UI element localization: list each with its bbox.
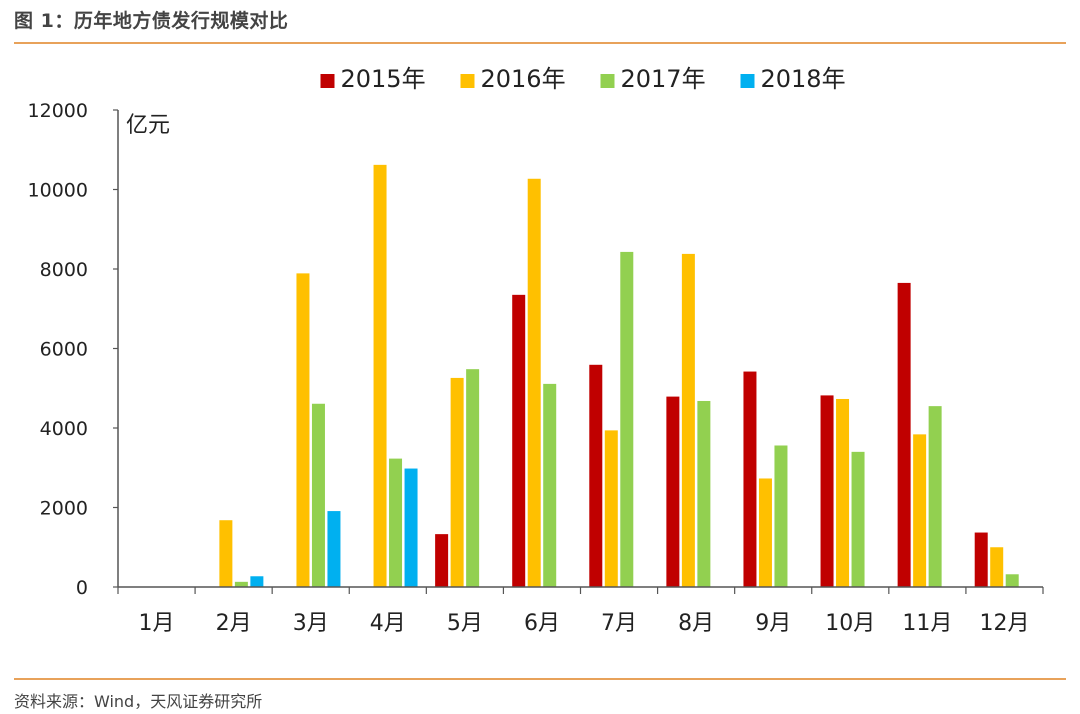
x-tick-label: 8月 <box>678 611 714 636</box>
y-tick-label: 6000 <box>40 339 88 361</box>
chart-bars <box>219 164 1019 588</box>
x-tick-label: 5月 <box>447 611 483 636</box>
title-divider <box>14 42 1066 44</box>
bar <box>604 430 618 587</box>
y-tick-label: 12000 <box>28 100 88 122</box>
x-tick-label: 2月 <box>216 611 252 636</box>
bar <box>681 253 695 587</box>
bar <box>219 520 233 587</box>
bar <box>820 395 834 587</box>
bar <box>311 403 325 587</box>
bar <box>836 398 850 587</box>
bar <box>373 164 387 588</box>
source-note: 资料来源：Wind，天风证券研究所 <box>14 692 263 711</box>
bar <box>897 282 911 587</box>
y-tick-label: 10000 <box>28 180 88 202</box>
legend-swatch <box>460 74 475 88</box>
chart-axes: 0 2000 4000 6000 8000 10000 12000 亿元 1月 2月 3月 4月 5月 6… <box>28 100 1044 636</box>
bar <box>327 511 341 587</box>
bar <box>250 576 264 587</box>
chart-legend: 2015年 2016年 2017年 2018年 <box>320 65 846 93</box>
y-axis-unit-label: 亿元 <box>126 113 170 138</box>
bar <box>990 547 1004 587</box>
legend-swatch <box>600 74 615 88</box>
bar <box>512 294 526 587</box>
legend-swatch <box>320 74 335 88</box>
legend-label: 2016年 <box>481 65 566 93</box>
bar <box>928 406 942 587</box>
x-tick-label: 11月 <box>902 611 952 636</box>
bar <box>435 534 449 587</box>
bar <box>974 532 988 587</box>
legend-label: 2018年 <box>761 65 846 93</box>
bar <box>466 369 480 587</box>
bar <box>620 251 634 587</box>
bar <box>450 377 464 587</box>
bar <box>666 396 680 587</box>
x-tick-label: 3月 <box>293 611 329 636</box>
x-tick-label: 1月 <box>139 611 175 636</box>
bar <box>913 434 927 587</box>
x-tick-label: 7月 <box>601 611 637 636</box>
x-tick-label: 10月 <box>825 611 875 636</box>
y-tick-label: 2000 <box>40 498 88 520</box>
footer-divider <box>14 678 1066 680</box>
figure-title: 图 1：历年地方债发行规模对比 <box>14 10 289 32</box>
legend-swatch <box>740 74 755 88</box>
bar <box>389 458 403 587</box>
bar <box>543 383 557 587</box>
bar <box>1005 574 1019 587</box>
legend-label: 2015年 <box>341 65 426 93</box>
bar <box>774 445 788 587</box>
y-tick-label: 4000 <box>40 418 88 440</box>
y-tick-label: 8000 <box>40 259 88 281</box>
bar <box>234 581 248 587</box>
bar <box>527 178 541 587</box>
legend-label: 2017年 <box>621 65 706 93</box>
bar <box>296 273 310 587</box>
bar <box>589 364 603 587</box>
x-tick-label: 4月 <box>370 611 406 636</box>
x-tick-label: 12月 <box>979 611 1029 636</box>
bar <box>743 371 757 587</box>
y-tick-label: 0 <box>76 577 88 599</box>
bar <box>851 451 865 587</box>
bar <box>697 400 711 587</box>
bar <box>758 478 772 587</box>
bar <box>404 468 418 587</box>
x-tick-label: 6月 <box>524 611 560 636</box>
x-tick-label: 9月 <box>755 611 791 636</box>
